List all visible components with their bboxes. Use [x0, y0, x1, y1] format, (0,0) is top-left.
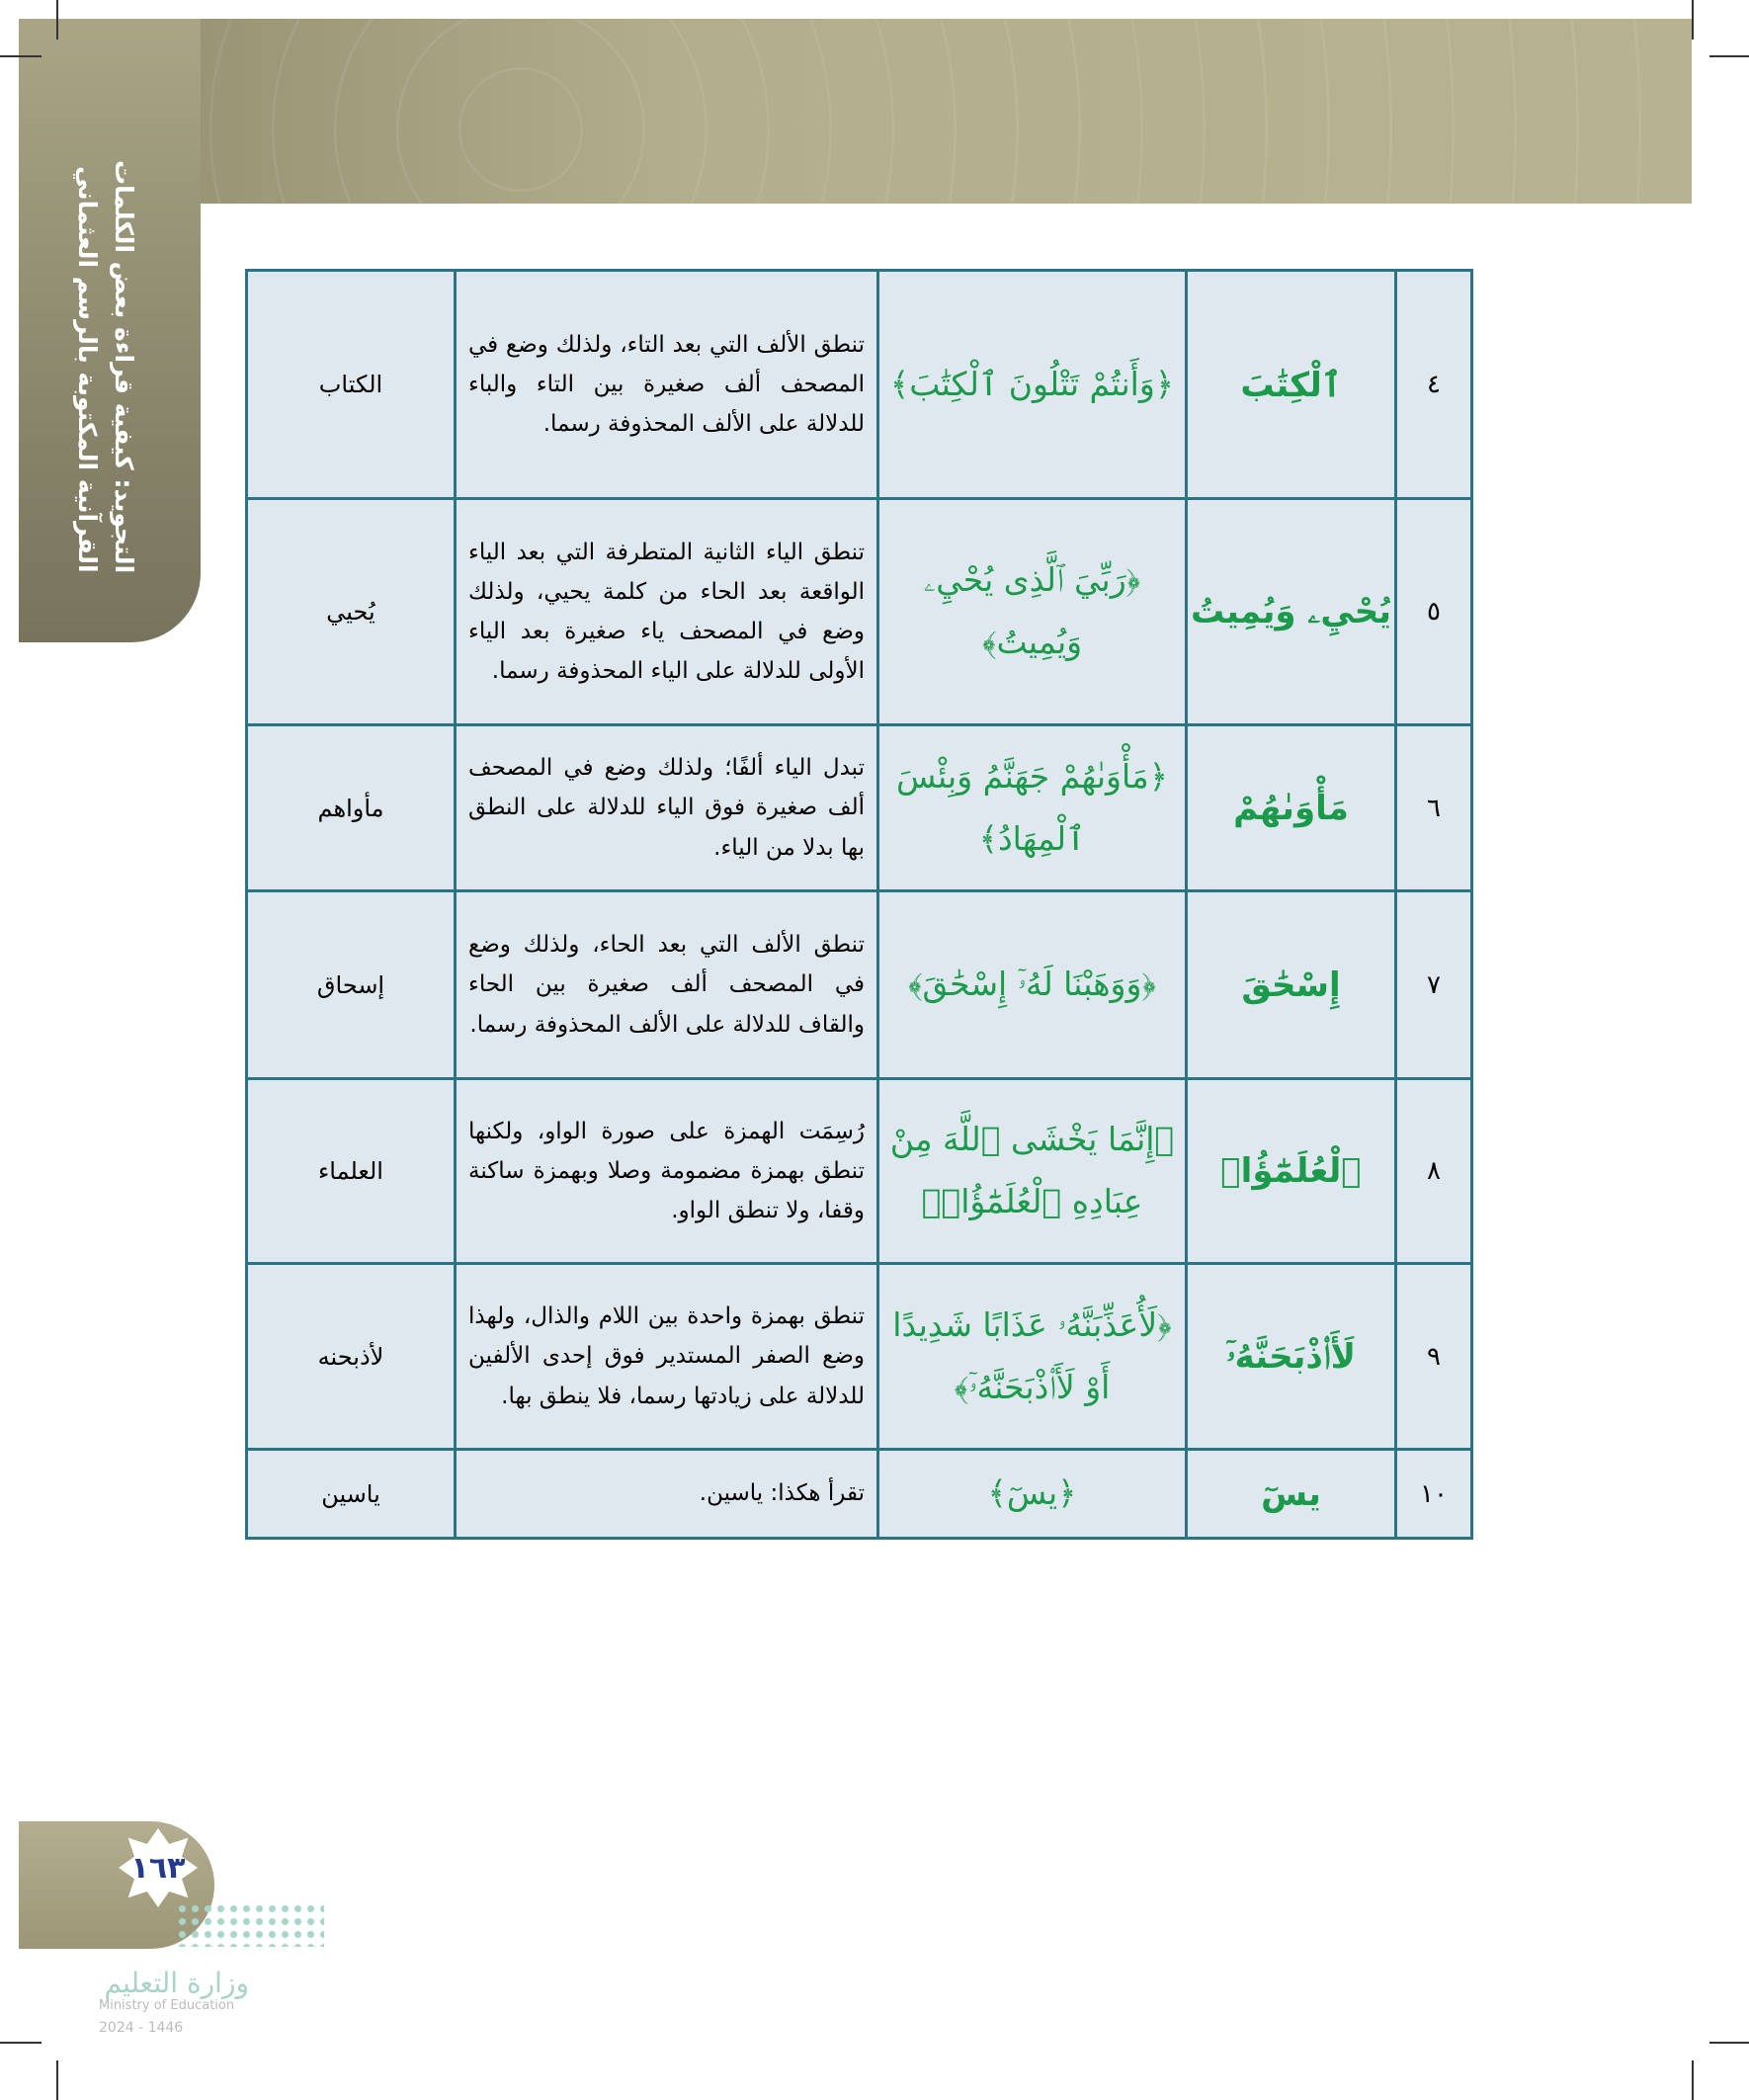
row-number: ٨ [1394, 1077, 1473, 1265]
explanation: رُسِمَت الهمزة على صورة الواو، ولكنها تن… [454, 1077, 879, 1265]
quran-word: ٱلْعُلَمَٰٓؤُا۟ [1185, 1077, 1397, 1265]
ayah-text: ﴿إِنَّمَا يَخْشَى ٱللَّهَ مِنْ عِبَادِهِ… [876, 1077, 1188, 1265]
ministry-name-en: Ministry of Education [99, 1998, 235, 2013]
plain-spelling: إسحاق [245, 889, 457, 1080]
explanation: تنطق الياء الثانية المتطرفة التي بعد الي… [454, 497, 879, 726]
ayah-text: ﴿يسٓ﴾ [876, 1448, 1188, 1540]
table-row: ١٠ يسٓ ﴿يسٓ﴾ تقرأ هكذا: ياسين. ياسين [245, 1448, 1473, 1540]
row-number: ٥ [1394, 497, 1473, 726]
words-table: ٤ ٱلْكِتَٰبَ ﴿وَأَنتُمْ تَتْلُونَ ٱلْكِتَٰ… [245, 269, 1473, 1540]
quran-word: يسٓ [1185, 1448, 1397, 1540]
chapter-side-tab [19, 19, 201, 642]
quran-word: ٱلْكِتَٰبَ [1185, 269, 1397, 500]
explanation: تقرأ هكذا: ياسين. [454, 1448, 879, 1540]
explanation: تبدل الياء ألفًا؛ ولذلك وضع في المصحف أل… [454, 723, 879, 892]
edition-year: 2024 - 1446 [99, 2020, 184, 2036]
crop-mark [1709, 2042, 1749, 2044]
chapter-title-line2: القرآنية المكتوبة بالرسم العثماني [73, 166, 102, 573]
row-number: ٦ [1394, 723, 1473, 892]
explanation: تنطق الألف التي بعد الحاء، ولذلك وضع في … [454, 889, 879, 1080]
ministry-logo-dots [176, 1902, 324, 1947]
ayah-text: ﴿مَأْوَىٰهُمْ جَهَنَّمُ وَبِئْسَ ٱلْمِهَ… [876, 723, 1188, 892]
ayah-text: ﴿وَوَهَبْنَا لَهُۥٓ إِسْحَٰقَ﴾ [876, 889, 1188, 1080]
ayah-text: ﴿وَأَنتُمْ تَتْلُونَ ٱلْكِتَٰبَ﴾ [876, 269, 1188, 500]
table-row: ٧ إِسْحَٰقَ ﴿وَوَهَبْنَا لَهُۥٓ إِسْحَٰقَ﴾… [245, 889, 1473, 1080]
crop-mark [1692, 0, 1694, 40]
row-number: ٧ [1394, 889, 1473, 1080]
plain-spelling: لأذبحنه [245, 1262, 457, 1451]
row-number: ٩ [1394, 1262, 1473, 1451]
crop-mark [0, 55, 42, 57]
table-row: ٩ لَأَا۟ذْبَحَنَّهُۥٓ ﴿لَأُعَذِّبَنَّهُۥ ع… [245, 1262, 1473, 1451]
table-row: ٤ ٱلْكِتَٰبَ ﴿وَأَنتُمْ تَتْلُونَ ٱلْكِتَٰ… [245, 269, 1473, 500]
page-number: ١٦٣ [119, 1828, 198, 1907]
crop-mark [0, 2042, 42, 2044]
chapter-title-line1: التجويد: كيفية قراءة بعض الكلمات [110, 159, 138, 573]
quran-word: يُحْيِۦ وَيُمِيتُ [1185, 497, 1397, 726]
table-row: ٨ ٱلْعُلَمَٰٓؤُا۟ ﴿إِنَّمَا يَخْشَى ٱللَّه… [245, 1077, 1473, 1265]
plain-spelling: يُحيي [245, 497, 457, 726]
explanation: تنطق بهمزة واحدة بين اللام والذال، ولهذا… [454, 1262, 879, 1451]
row-number: ١٠ [1394, 1448, 1473, 1540]
chapter-title: التجويد: كيفية قراءة بعض الكلمات القرآني… [32, 99, 180, 573]
ministry-name-ar: وزارة التعليم [104, 1967, 249, 1999]
ayah-text: ﴿رَبِّيَ ٱلَّذِى يُحْيِۦ وَيُمِيتُ﴾ [876, 497, 1188, 726]
plain-spelling: العلماء [245, 1077, 457, 1265]
table-row: ٦ مَأْوَىٰهُمْ ﴿مَأْوَىٰهُمْ جَهَنَّمُ وَب… [245, 723, 1473, 892]
explanation: تنطق الألف التي بعد التاء، ولذلك وضع في … [454, 269, 879, 500]
crop-mark [56, 0, 58, 40]
row-number: ٤ [1394, 269, 1473, 500]
ayah-text: ﴿لَأُعَذِّبَنَّهُۥ عَذَابًا شَدِيدًا أَو… [876, 1262, 1188, 1451]
crop-mark [1709, 55, 1749, 57]
crop-mark [1692, 2060, 1694, 2100]
header-band [19, 19, 1692, 204]
plain-spelling: الكتاب [245, 269, 457, 500]
quran-word: مَأْوَىٰهُمْ [1185, 723, 1397, 892]
plain-spelling: مأواهم [245, 723, 457, 892]
plain-spelling: ياسين [245, 1448, 457, 1540]
quran-word: إِسْحَٰقَ [1185, 889, 1397, 1080]
quran-word: لَأَا۟ذْبَحَنَّهُۥٓ [1185, 1262, 1397, 1451]
table-row: ٥ يُحْيِۦ وَيُمِيتُ ﴿رَبِّيَ ٱلَّذِى يُحْي… [245, 497, 1473, 726]
crop-mark [56, 2060, 58, 2100]
